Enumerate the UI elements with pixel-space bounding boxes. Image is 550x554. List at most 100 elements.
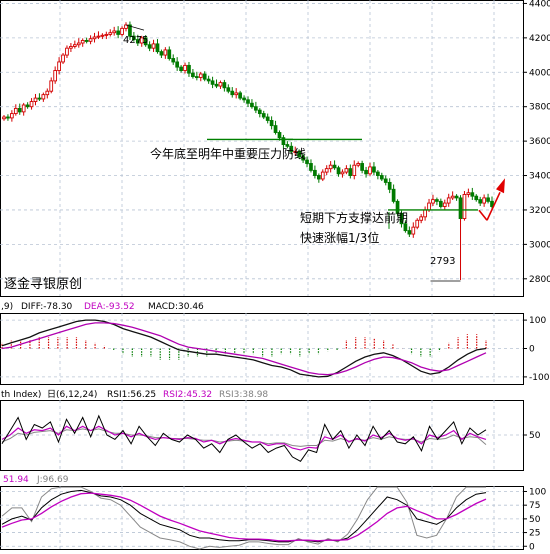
kdj-k-line <box>1 489 487 543</box>
candle-body <box>328 164 333 170</box>
candle-body <box>344 168 349 173</box>
candle-body <box>462 194 467 220</box>
macd-y-tick-label: -100 <box>529 373 550 383</box>
candle-body <box>218 82 223 87</box>
kdj-j-line <box>1 486 486 550</box>
candle-body <box>49 80 54 92</box>
candle-body <box>21 104 26 113</box>
rsi2-line <box>1 425 487 451</box>
candle-body <box>293 150 298 153</box>
candle-body <box>324 168 329 173</box>
candle-body <box>10 113 14 119</box>
candle-body <box>438 200 443 207</box>
candle-body <box>167 49 172 59</box>
candle-body <box>470 192 475 197</box>
candle-body <box>442 202 447 207</box>
candle-body <box>482 197 486 204</box>
candle-body <box>183 64 187 72</box>
candle-body <box>364 169 368 175</box>
candle-body <box>13 107 18 115</box>
candle-body <box>100 34 105 37</box>
candle-body <box>336 167 341 175</box>
candle-body <box>206 78 211 82</box>
candle-body <box>242 97 246 101</box>
candle-body <box>191 72 195 78</box>
candle-body <box>92 36 97 40</box>
candle-body <box>238 92 242 99</box>
candle-body <box>265 116 270 121</box>
candle-body <box>96 35 101 38</box>
low-value-label: 2793 <box>430 256 455 267</box>
y-tick-label: 3600 <box>529 137 550 147</box>
y-tick-label: 4000 <box>529 68 550 78</box>
candle-body <box>214 83 219 87</box>
candle-body <box>198 73 203 78</box>
candle-body <box>128 24 132 37</box>
candle-body <box>29 101 34 108</box>
candle-body <box>273 125 278 133</box>
candle-body <box>257 109 262 115</box>
candle-body <box>151 43 156 49</box>
annotation-support-line1: 短期下方支撑达前期 <box>300 210 408 225</box>
candle-body <box>289 145 294 152</box>
candle-body <box>435 199 439 202</box>
candle-body <box>352 164 357 176</box>
kdj-header-d: 51.94 <box>3 475 29 485</box>
candle-body <box>25 104 30 108</box>
candle-body <box>285 144 290 147</box>
candle-body <box>65 47 69 56</box>
candle-body <box>391 188 396 202</box>
candle-body <box>187 64 191 74</box>
rsi3-line <box>1 428 487 447</box>
kdj-d-line <box>1 492 487 542</box>
candle-body <box>61 54 65 63</box>
candle-body <box>159 51 164 56</box>
candle-body <box>383 178 388 183</box>
candle-body <box>76 42 81 46</box>
y-tick-label: 4400 <box>529 0 550 9</box>
macd-y-tick-label: 100 <box>529 316 546 326</box>
y-tick-label: 2800 <box>529 275 550 285</box>
candle-body <box>297 150 302 158</box>
candle-body <box>175 61 180 68</box>
candle-body <box>305 159 309 164</box>
candle-body <box>194 76 199 79</box>
candle-body <box>403 223 408 232</box>
high-marker-line <box>125 24 145 31</box>
candle-body <box>210 80 215 85</box>
candle-body <box>486 197 490 202</box>
candle-body <box>230 90 235 96</box>
candle-body <box>84 39 89 42</box>
candle-body <box>80 39 85 44</box>
candle-body <box>17 107 22 113</box>
candle-body <box>163 49 168 56</box>
candle-body <box>104 33 109 36</box>
candle-body <box>139 37 144 44</box>
candle-body <box>269 120 274 127</box>
candle-body <box>108 32 113 35</box>
panel-frame-macd <box>0 313 524 385</box>
candle-body <box>348 168 353 176</box>
kdj-header-j: J:96.69 <box>36 475 69 485</box>
candle-body <box>320 171 325 180</box>
candle-body <box>33 97 38 102</box>
candle-body <box>2 116 6 120</box>
candle-body <box>376 171 380 176</box>
candle-body <box>254 106 258 111</box>
candle-body <box>368 166 372 175</box>
kdj-y-tick-label: 0 <box>529 542 535 550</box>
candle-body <box>202 73 207 80</box>
y-tick-label: 3800 <box>529 103 550 113</box>
macd-header-macd: MACD:30.46 <box>148 302 204 312</box>
rsi-header-rsi3: RSI3:38.98 <box>219 390 268 400</box>
macd-header-dea: DEA:-93.52 <box>84 302 135 312</box>
candle-body <box>112 30 117 34</box>
candle-body <box>379 175 384 180</box>
forecast-arrow-down <box>478 209 488 221</box>
candle-body <box>458 197 463 220</box>
macd-y-tick-label: 0 <box>529 345 535 355</box>
candle-body <box>41 94 46 100</box>
candle-body <box>301 156 305 161</box>
candle-body <box>226 87 231 92</box>
y-tick-label: 3200 <box>529 206 550 216</box>
